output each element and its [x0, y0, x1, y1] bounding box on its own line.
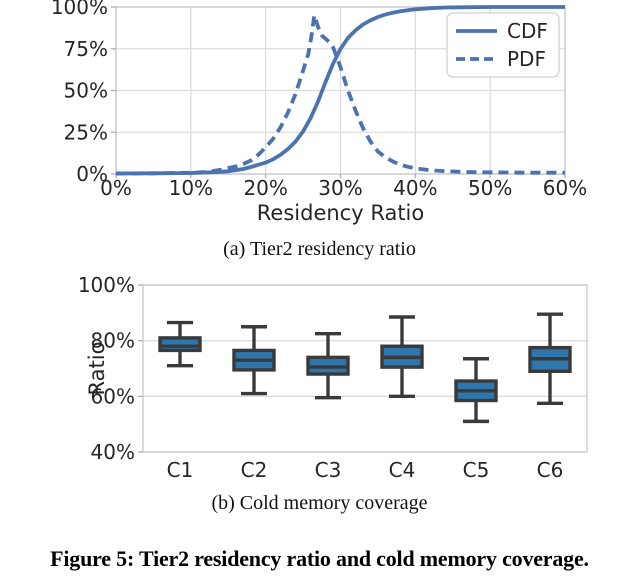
box-c4	[380, 315, 424, 399]
y-tick-label: 100%	[78, 273, 135, 297]
y-tick-label: 40%	[91, 440, 135, 464]
x-tick-label: 50%	[468, 176, 512, 200]
x-tick-label: C1	[167, 458, 194, 482]
legend-pdf-label: PDF	[507, 47, 546, 71]
x-tick-label: 60%	[543, 176, 587, 200]
box-c6	[528, 312, 572, 405]
subcaption-a: (a) Tier2 residency ratio	[223, 238, 416, 260]
y-tick-label: 75%	[64, 37, 108, 61]
x-tick-label: 10%	[169, 176, 213, 200]
y-axis-label: Ratio	[85, 342, 109, 396]
x-tick-label: 0%	[100, 176, 132, 200]
x-tick-label: C3	[315, 458, 342, 482]
cdf-pdf-line-chart: 0% 10% 20% 30% 40% 50% 60% 0% 25% 50% 75% 100% Resid…	[51, 0, 587, 225]
y-tick-label: 100%	[51, 0, 108, 19]
figure-caption: Figure 5: Tier2 residency ratio and cold…	[50, 546, 589, 571]
x-tick-label: C4	[389, 458, 416, 482]
x-tick-label: 40%	[393, 176, 437, 200]
x-tick-label: C5	[463, 458, 490, 482]
y-tick-label: 0%	[76, 162, 108, 186]
x-tick-label: C2	[241, 458, 268, 482]
x-axis-label: Residency Ratio	[257, 201, 424, 225]
box-c1	[158, 320, 202, 368]
series-pdf-line	[115, 13, 565, 176]
legend-box	[446, 12, 560, 78]
x-tick-label: 20%	[243, 176, 287, 200]
box-c2	[232, 325, 276, 396]
y-tick-label: 25%	[64, 120, 108, 144]
y-tick-label: 80%	[91, 329, 135, 353]
plot-border	[142, 284, 588, 453]
box-c5	[454, 357, 498, 424]
y-tick-label: 60%	[91, 384, 135, 408]
series-cdf-line	[115, 5, 565, 176]
cold-memory-box-chart: 40% 60% 80% 100% Ratio C1 C2 C3 C4 C5 C6	[78, 273, 588, 482]
x-tick-label: 30%	[318, 176, 362, 200]
box-c3	[306, 332, 350, 400]
legend-cdf-label: CDF	[507, 19, 548, 43]
y-tick-label: 50%	[64, 79, 108, 103]
iqr-box	[158, 336, 202, 353]
legend: CDF PDF	[446, 12, 560, 78]
x-tick-label: C6	[537, 458, 564, 482]
subcaption-b: (b) Cold memory coverage	[211, 492, 428, 514]
